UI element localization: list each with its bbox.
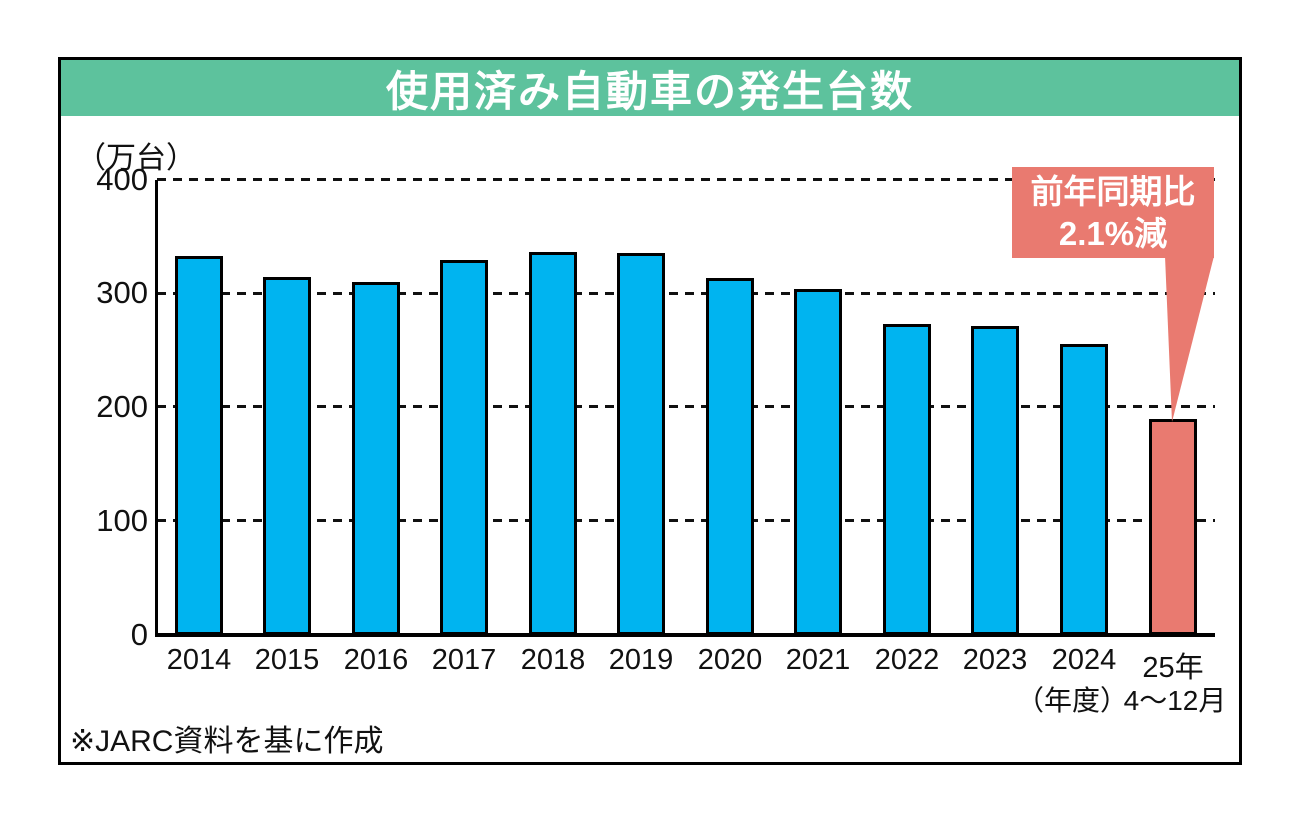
y-tick-label-400: 400	[96, 162, 148, 197]
chart-title: 使用済み自動車の発生台数	[385, 67, 914, 115]
y-tick-label-100: 100	[96, 503, 148, 538]
title-band: 使用済み自動車の発生台数	[61, 60, 1239, 116]
x-axis-label-2016: 2016	[343, 644, 409, 676]
gridline-100	[157, 519, 1215, 522]
callout-line1: 前年同期比	[1030, 172, 1196, 210]
gridline-400	[157, 178, 1215, 181]
bar-2024	[1060, 344, 1108, 635]
x-axis-label-2018: 2018	[520, 644, 586, 676]
y-axis-unit-label: （万台）	[76, 142, 196, 175]
bar-2020	[706, 278, 754, 635]
bar-2019	[617, 253, 665, 635]
gridline-200	[157, 405, 1215, 408]
x-axis-sublabel-2024: （年度）	[1015, 685, 1128, 716]
bar-2022	[883, 324, 931, 635]
x-axis-label-2015: 2015	[254, 644, 320, 676]
bar-2021	[794, 289, 842, 635]
x-axis-label-2017: 2017	[431, 644, 497, 676]
bar-2023	[971, 326, 1019, 635]
x-axis-label-2023: 2023	[962, 644, 1028, 676]
y-tick-label-300: 300	[96, 275, 148, 310]
x-axis-label-2020: 2020	[697, 644, 763, 676]
x-axis-label-25年: 25年	[1142, 652, 1204, 684]
gridline-300	[157, 292, 1215, 295]
x-axis-line	[155, 633, 1215, 637]
callout-tail	[1165, 256, 1214, 422]
bar-25年	[1149, 419, 1197, 635]
x-axis-sublabel-25年: 4〜12月	[1123, 685, 1227, 716]
x-axis-label-2019: 2019	[608, 644, 674, 676]
x-axis-label-2021: 2021	[785, 644, 851, 676]
y-tick-label-200: 200	[96, 389, 148, 424]
x-axis-label-2014: 2014	[166, 644, 232, 676]
bar-2018	[529, 252, 577, 635]
bar-2015	[263, 277, 311, 635]
y-tick-label-0: 0	[130, 617, 148, 652]
callout-badge: 前年同期比 2.1%減	[1012, 167, 1214, 258]
y-axis-line	[155, 180, 158, 637]
bar-2016	[352, 282, 400, 635]
x-axis-label-2024: 2024	[1051, 644, 1117, 676]
callout-line2: 2.1%減	[1058, 214, 1168, 252]
bar-2014	[175, 256, 223, 635]
x-axis-label-2022: 2022	[874, 644, 940, 676]
bar-2017	[440, 260, 488, 635]
source-note: ※JARC資料を基に作成	[70, 725, 384, 758]
